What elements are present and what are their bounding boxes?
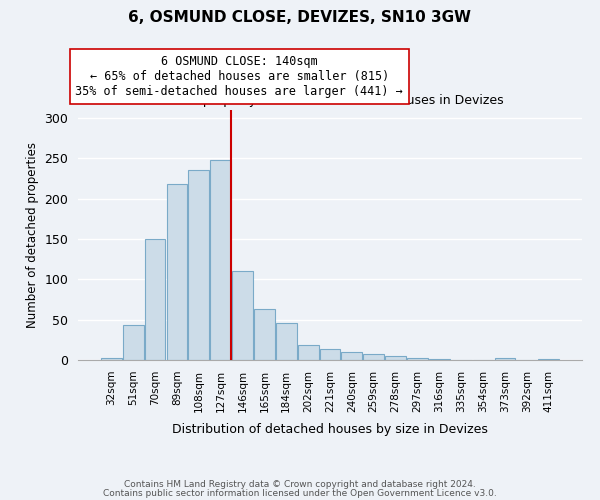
Bar — [407, 358, 428, 360]
Text: 6, OSMUND CLOSE, DEVIZES, SN10 3GW: 6, OSMUND CLOSE, DEVIZES, SN10 3GW — [128, 10, 472, 25]
Bar — [320, 348, 340, 360]
Bar — [167, 184, 187, 360]
Bar — [385, 356, 406, 360]
Bar — [101, 358, 122, 360]
Bar — [123, 326, 143, 360]
Y-axis label: Number of detached properties: Number of detached properties — [26, 142, 39, 328]
Bar — [232, 272, 253, 360]
Bar — [254, 309, 275, 360]
Bar — [364, 354, 384, 360]
Text: Contains public sector information licensed under the Open Government Licence v3: Contains public sector information licen… — [103, 489, 497, 498]
X-axis label: Distribution of detached houses by size in Devizes: Distribution of detached houses by size … — [172, 423, 488, 436]
Bar — [494, 358, 515, 360]
Bar — [429, 359, 450, 360]
Bar — [341, 352, 362, 360]
Bar — [210, 160, 231, 360]
Bar — [145, 239, 166, 360]
Bar — [276, 323, 296, 360]
Text: 6 OSMUND CLOSE: 140sqm
← 65% of detached houses are smaller (815)
35% of semi-de: 6 OSMUND CLOSE: 140sqm ← 65% of detached… — [76, 55, 403, 98]
Bar — [298, 346, 319, 360]
Bar — [188, 170, 209, 360]
Text: Contains HM Land Registry data © Crown copyright and database right 2024.: Contains HM Land Registry data © Crown c… — [124, 480, 476, 489]
Title: Size of property relative to detached houses in Devizes: Size of property relative to detached ho… — [157, 94, 503, 108]
Bar — [538, 359, 559, 360]
